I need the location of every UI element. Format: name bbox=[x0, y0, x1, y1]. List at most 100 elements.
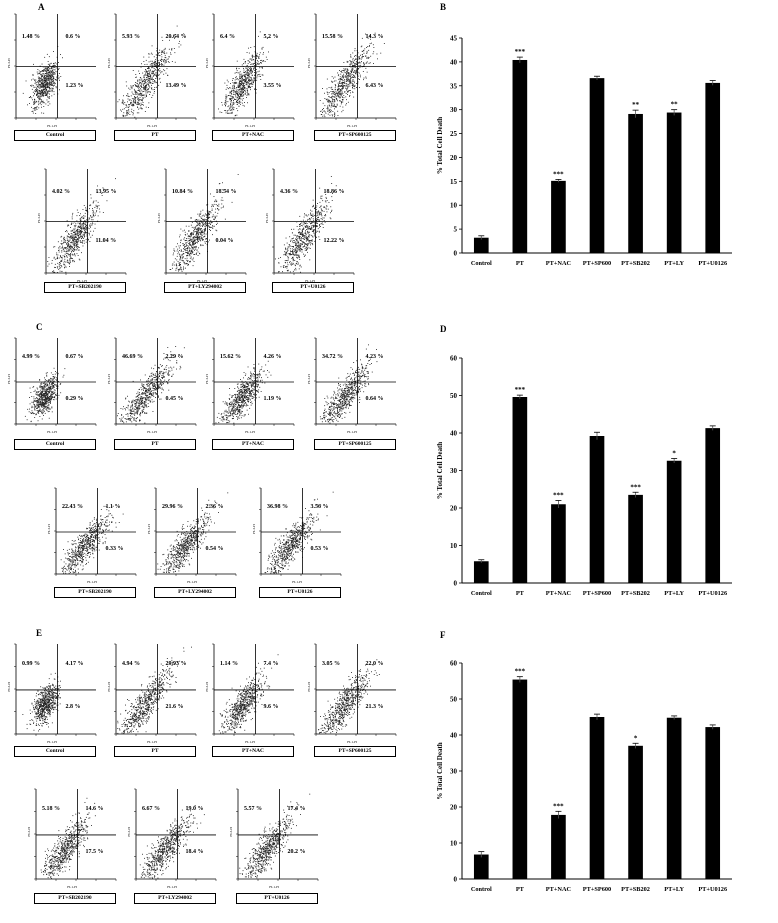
event-dot bbox=[343, 95, 345, 96]
event-dot bbox=[138, 70, 140, 72]
event-dot bbox=[50, 378, 52, 380]
event-dot bbox=[247, 82, 249, 84]
event-dot bbox=[174, 250, 176, 252]
event-dot bbox=[206, 222, 208, 224]
event-dot bbox=[77, 228, 79, 230]
event-dot bbox=[253, 77, 255, 79]
event-dot bbox=[36, 408, 38, 409]
event-dot bbox=[292, 253, 293, 255]
event-dot bbox=[69, 236, 71, 238]
event-dot bbox=[85, 241, 87, 243]
event-dot bbox=[70, 238, 72, 239]
event-dot bbox=[243, 90, 245, 92]
event-dot bbox=[211, 204, 213, 206]
event-dot bbox=[243, 68, 244, 69]
event-dot bbox=[284, 252, 286, 254]
event-dot bbox=[235, 92, 237, 94]
event-dot bbox=[247, 68, 249, 70]
event-dot bbox=[186, 257, 188, 259]
event-dot bbox=[39, 399, 41, 401]
event-dot bbox=[231, 89, 233, 91]
event-dot bbox=[36, 401, 38, 403]
event-dot bbox=[43, 112, 45, 114]
event-dot bbox=[31, 412, 33, 414]
event-dot bbox=[199, 228, 201, 230]
event-dot bbox=[193, 237, 195, 239]
event-dot bbox=[228, 112, 230, 114]
event-dot bbox=[322, 227, 324, 228]
event-dot bbox=[90, 194, 92, 196]
event-dot bbox=[184, 263, 186, 265]
event-dot bbox=[122, 108, 124, 110]
event-dot bbox=[177, 269, 179, 271]
event-dot bbox=[132, 105, 134, 107]
event-dot bbox=[84, 223, 86, 225]
event-dot bbox=[225, 100, 227, 102]
event-dot bbox=[324, 98, 326, 99]
event-dot bbox=[75, 232, 77, 234]
event-dot bbox=[242, 89, 244, 90]
event-dot bbox=[189, 248, 191, 250]
event-dot bbox=[198, 227, 200, 229]
event-dot bbox=[208, 211, 210, 213]
event-dot bbox=[242, 80, 244, 82]
event-dot bbox=[72, 236, 73, 238]
quadrant-percent: 20.64 % bbox=[165, 33, 187, 40]
event-dot bbox=[194, 236, 196, 237]
event-dot bbox=[70, 235, 71, 237]
event-dot bbox=[156, 47, 158, 49]
event-dot bbox=[312, 206, 313, 208]
event-dot bbox=[60, 383, 62, 384]
event-dot bbox=[233, 83, 235, 84]
event-dot bbox=[233, 102, 235, 104]
event-dot bbox=[64, 265, 66, 267]
event-dot bbox=[45, 87, 47, 89]
event-dot bbox=[213, 203, 215, 205]
event-dot bbox=[282, 271, 283, 273]
event-dot bbox=[313, 226, 315, 228]
event-dot bbox=[210, 227, 212, 228]
event-dot bbox=[258, 35, 259, 37]
event-dot bbox=[230, 91, 231, 93]
event-dot bbox=[301, 232, 303, 233]
event-dot bbox=[303, 228, 304, 230]
event-dot bbox=[141, 89, 143, 91]
event-dot bbox=[228, 105, 230, 107]
event-dot bbox=[295, 253, 296, 255]
event-dot bbox=[32, 99, 33, 101]
event-dot bbox=[157, 60, 159, 62]
event-dot bbox=[45, 77, 47, 78]
event-dot bbox=[185, 267, 186, 269]
event-dot bbox=[298, 254, 300, 256]
event-dot bbox=[137, 106, 138, 108]
event-dot bbox=[142, 72, 144, 74]
event-dot bbox=[242, 84, 244, 86]
event-dot bbox=[46, 397, 48, 398]
event-dot bbox=[52, 70, 54, 72]
event-dot bbox=[194, 231, 196, 232]
event-dot bbox=[54, 397, 55, 399]
event-dot bbox=[86, 224, 88, 226]
event-dot bbox=[215, 216, 216, 218]
event-dot bbox=[127, 113, 128, 115]
event-dot bbox=[295, 244, 296, 246]
event-dot bbox=[334, 114, 336, 116]
event-dot bbox=[302, 249, 303, 251]
event-dot bbox=[340, 94, 342, 95]
event-dot bbox=[241, 82, 243, 84]
event-dot bbox=[266, 38, 268, 39]
event-dot bbox=[186, 263, 188, 264]
event-dot bbox=[184, 258, 186, 260]
event-dot bbox=[306, 246, 308, 248]
event-dot bbox=[230, 95, 232, 97]
event-dot bbox=[148, 76, 150, 77]
event-dot bbox=[85, 225, 87, 227]
event-dot bbox=[186, 238, 187, 239]
event-dot bbox=[40, 399, 42, 401]
event-dot bbox=[32, 110, 34, 112]
event-dot bbox=[185, 225, 187, 227]
event-dot bbox=[226, 97, 228, 99]
event-dot bbox=[349, 73, 351, 75]
event-dot bbox=[36, 398, 38, 399]
event-dot bbox=[68, 236, 70, 238]
